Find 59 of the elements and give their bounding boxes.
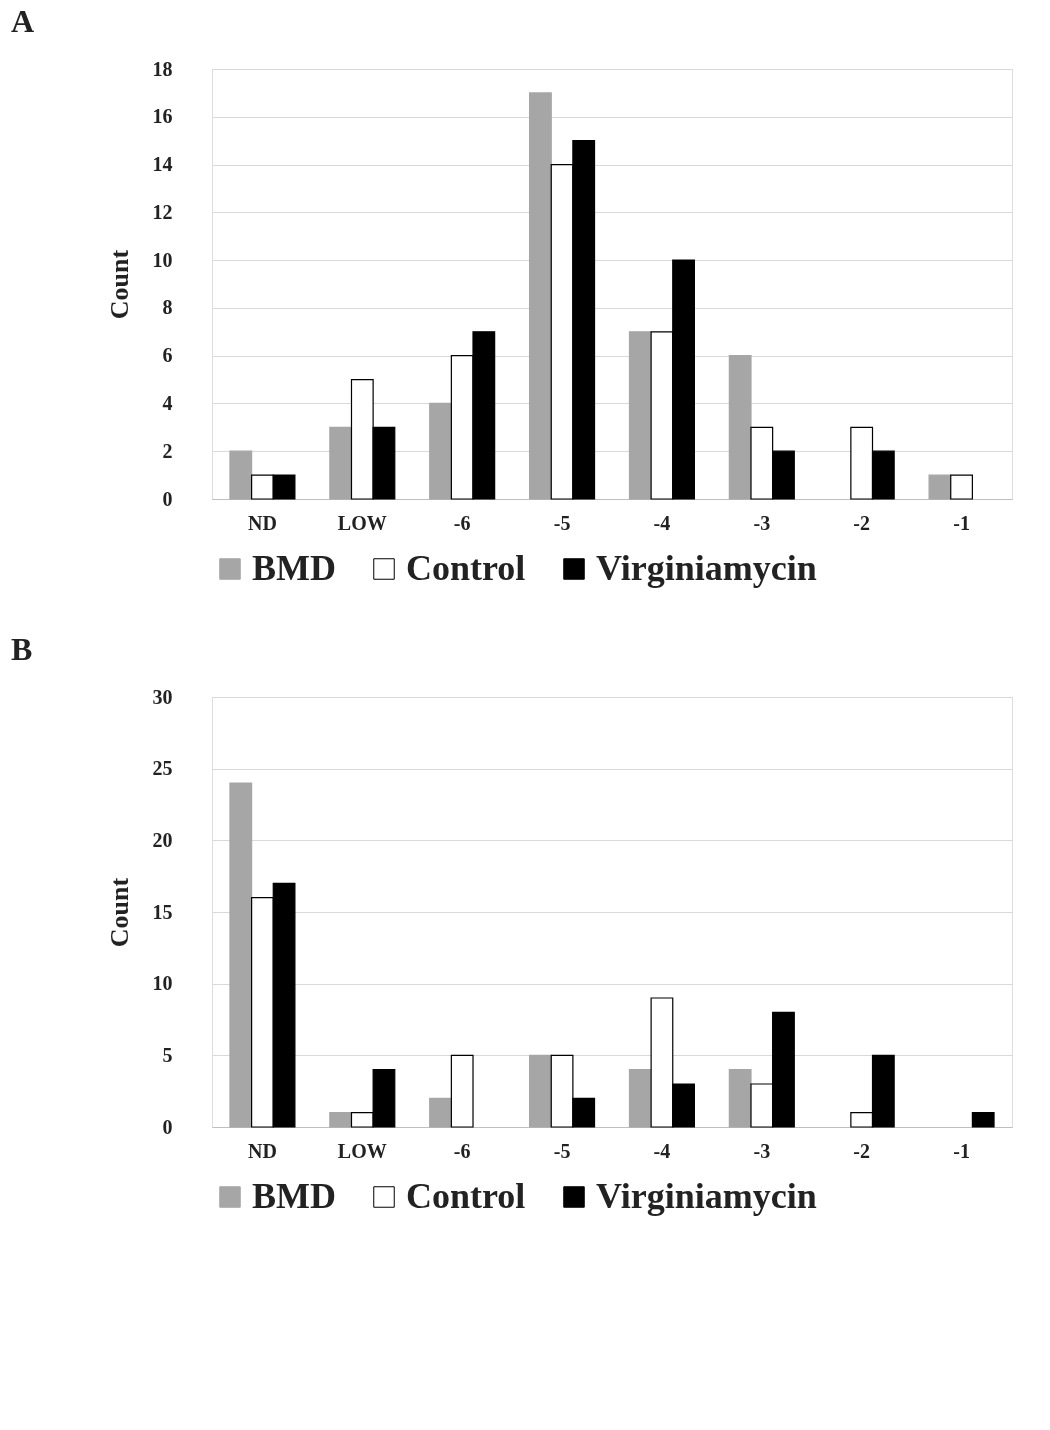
y-tick-label: 20 [152, 828, 173, 851]
x-tick-label: ND [247, 1139, 277, 1162]
bar [628, 1069, 652, 1128]
x-tick-label: -4 [653, 1139, 671, 1162]
y-axis-title: Count [104, 877, 134, 948]
x-tick-label: -1 [953, 1139, 970, 1162]
y-tick-label: 2 [162, 439, 173, 462]
y-tick-label: 10 [152, 248, 173, 271]
bar [229, 782, 253, 1128]
x-tick-label: -2 [853, 511, 871, 534]
x-tick-label: -3 [753, 1139, 771, 1162]
x-tick-label: -5 [553, 1139, 571, 1162]
y-tick-label: 5 [162, 1043, 173, 1066]
bar [728, 1069, 752, 1128]
y-tick-label: 8 [162, 296, 173, 319]
x-tick-label: -5 [553, 511, 571, 534]
y-tick-label: 15 [152, 900, 173, 923]
legend-label: Control [406, 548, 526, 588]
bar [971, 1112, 995, 1128]
bar [928, 474, 952, 500]
bar [628, 331, 652, 500]
x-tick-label: -6 [453, 511, 471, 534]
x-tick-label: -6 [453, 1139, 471, 1162]
y-tick-label: 4 [162, 391, 173, 414]
x-tick-label: LOW [337, 511, 387, 534]
x-tick-label: -1 [953, 511, 970, 534]
bar [329, 1112, 353, 1128]
bar [529, 1054, 552, 1128]
bar [329, 426, 353, 500]
y-tick-label: 16 [152, 105, 173, 128]
x-tick-label: -3 [753, 511, 771, 534]
chart-title: A [11, 3, 35, 39]
bar [429, 402, 452, 500]
chart-title: B [11, 631, 33, 667]
y-axis-title: Count [104, 249, 134, 320]
y-tick-label: 12 [152, 200, 173, 223]
y-tick-label: 0 [162, 487, 173, 510]
y-tick-label: 14 [152, 153, 173, 176]
y-tick-label: 10 [152, 972, 173, 995]
bar [429, 1097, 452, 1128]
y-tick-label: 18 [152, 57, 173, 80]
y-tick-label: 6 [162, 344, 173, 367]
x-tick-label: -2 [853, 1139, 871, 1162]
y-tick-label: 0 [162, 1115, 173, 1138]
legend-label: BMD [252, 1176, 336, 1216]
legend-label: Virginiamycin [596, 1176, 817, 1216]
y-tick-label: 30 [152, 685, 173, 708]
legend-label: Control [406, 1176, 526, 1216]
legend-label: Virginiamycin [596, 548, 817, 588]
x-tick-label: LOW [337, 1139, 387, 1162]
x-tick-label: ND [247, 511, 277, 534]
x-tick-label: -4 [653, 511, 671, 534]
bar [229, 450, 253, 500]
y-tick-label: 25 [152, 757, 173, 780]
legend-label: BMD [252, 548, 336, 588]
bar [728, 355, 752, 500]
bar [450, 1054, 474, 1128]
bar [950, 474, 973, 500]
bar [529, 92, 552, 500]
